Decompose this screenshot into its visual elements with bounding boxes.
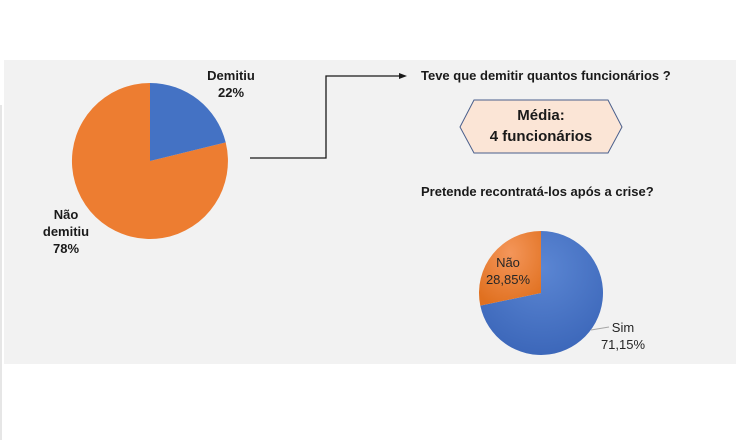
value-text: 22% — [217, 85, 245, 100]
pie1-slices — [71, 82, 228, 239]
arrow-head-icon — [399, 73, 407, 79]
average-box-text: Média: 4 funcionários — [460, 105, 622, 147]
value-text: 28,85% — [485, 272, 531, 287]
value-text: 78% — [52, 241, 80, 256]
average-hexagon — [459, 99, 623, 154]
pie2-label-sim: Sim 71,15% — [598, 319, 648, 353]
pie2-slices — [479, 231, 604, 355]
sim-leader-line — [590, 326, 610, 331]
label-text: demitiu — [42, 224, 90, 239]
label-text: Não — [496, 255, 520, 270]
label-text: Demitiu — [207, 68, 255, 83]
label-text: Sim — [611, 320, 635, 335]
question-dismissed-count: Teve que demitir quantos funcionários ? — [421, 68, 671, 83]
pie1-label-nao-demitiu: Não demitiu 78% — [36, 206, 96, 257]
pie1-label-demitiu: Demitiu 22% — [196, 67, 266, 101]
left-edge-strip — [0, 105, 2, 440]
pie2-title: Pretende recontratá-los após a crise? — [421, 184, 654, 199]
pie1-slice-demitiu — [150, 83, 226, 161]
pie2-label-nao: Não 28,85% — [482, 254, 534, 288]
label-text: Não — [53, 207, 79, 222]
connector-arrow-line — [250, 75, 400, 159]
pie1-slice-nao-demitiu — [71, 82, 228, 239]
average-value: 4 funcionários — [489, 128, 593, 145]
pie2-slice-nao — [479, 231, 541, 306]
value-text: 71,15% — [600, 337, 646, 352]
average-title: Média: — [517, 107, 565, 124]
pie2-slice-sim — [480, 231, 604, 355]
